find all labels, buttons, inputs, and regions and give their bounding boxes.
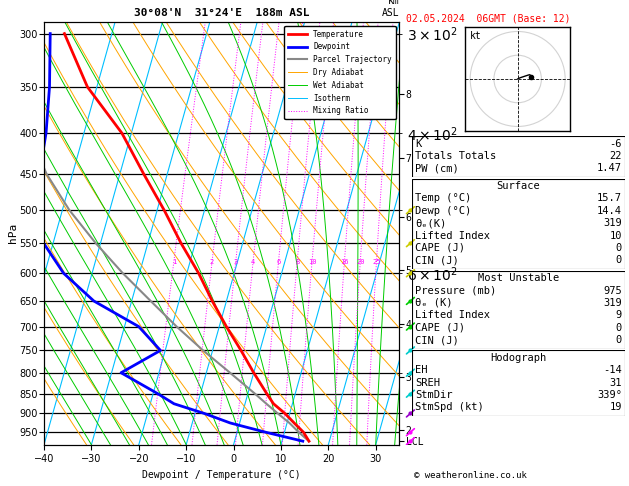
Y-axis label: hPa: hPa <box>8 223 18 243</box>
Text: 22: 22 <box>610 151 622 161</box>
Text: 9: 9 <box>616 311 622 320</box>
Text: 319: 319 <box>603 218 622 228</box>
Text: Lifted Index: Lifted Index <box>415 311 490 320</box>
Text: 0: 0 <box>616 323 622 333</box>
Text: -6: -6 <box>610 139 622 149</box>
Text: 1: 1 <box>172 259 176 264</box>
Text: Dewp (°C): Dewp (°C) <box>415 206 471 216</box>
Text: 31: 31 <box>610 378 622 388</box>
Text: -14: -14 <box>603 365 622 375</box>
Text: 02.05.2024  06GMT (Base: 12): 02.05.2024 06GMT (Base: 12) <box>406 14 571 24</box>
Text: StmSpd (kt): StmSpd (kt) <box>415 402 484 413</box>
Text: 30°08'N  31°24'E  188m ASL: 30°08'N 31°24'E 188m ASL <box>134 8 309 17</box>
Text: CAPE (J): CAPE (J) <box>415 323 465 333</box>
Text: 975: 975 <box>603 286 622 295</box>
Text: SREH: SREH <box>415 378 440 388</box>
Text: 4: 4 <box>251 259 255 264</box>
Text: 15.7: 15.7 <box>597 193 622 204</box>
Text: StmDir: StmDir <box>415 390 453 400</box>
Text: 20: 20 <box>356 259 365 264</box>
Text: 8: 8 <box>295 259 299 264</box>
Text: θₑ(K): θₑ(K) <box>415 218 447 228</box>
Text: 14.4: 14.4 <box>597 206 622 216</box>
Text: 0: 0 <box>616 335 622 345</box>
Legend: Temperature, Dewpoint, Parcel Trajectory, Dry Adiabat, Wet Adiabat, Isotherm, Mi: Temperature, Dewpoint, Parcel Trajectory… <box>284 26 396 119</box>
Text: θₑ (K): θₑ (K) <box>415 298 453 308</box>
Text: K: K <box>415 139 421 149</box>
Text: 339°: 339° <box>597 390 622 400</box>
Text: PW (cm): PW (cm) <box>415 163 459 174</box>
Text: Pressure (mb): Pressure (mb) <box>415 286 496 295</box>
Text: 0: 0 <box>616 256 622 265</box>
Text: 10: 10 <box>610 230 622 241</box>
Text: © weatheronline.co.uk: © weatheronline.co.uk <box>414 471 526 480</box>
Text: 3: 3 <box>233 259 238 264</box>
Text: 2: 2 <box>210 259 214 264</box>
Text: 16: 16 <box>340 259 348 264</box>
Text: Most Unstable: Most Unstable <box>477 273 559 283</box>
Text: Totals Totals: Totals Totals <box>415 151 496 161</box>
Text: 6: 6 <box>276 259 281 264</box>
Text: Lifted Index: Lifted Index <box>415 230 490 241</box>
Text: km
ASL: km ASL <box>382 0 399 17</box>
X-axis label: Dewpoint / Temperature (°C): Dewpoint / Temperature (°C) <box>142 470 301 480</box>
Text: 10: 10 <box>308 259 316 264</box>
Text: EH: EH <box>415 365 428 375</box>
Text: CIN (J): CIN (J) <box>415 256 459 265</box>
Text: 319: 319 <box>603 298 622 308</box>
Text: 19: 19 <box>610 402 622 413</box>
Text: CIN (J): CIN (J) <box>415 335 459 345</box>
Text: CAPE (J): CAPE (J) <box>415 243 465 253</box>
Text: 25: 25 <box>372 259 381 264</box>
Text: Hodograph: Hodograph <box>490 353 547 363</box>
Text: Temp (°C): Temp (°C) <box>415 193 471 204</box>
Text: 0: 0 <box>616 243 622 253</box>
Text: 1.47: 1.47 <box>597 163 622 174</box>
Text: kt: kt <box>470 31 481 41</box>
Text: Surface: Surface <box>496 181 540 191</box>
